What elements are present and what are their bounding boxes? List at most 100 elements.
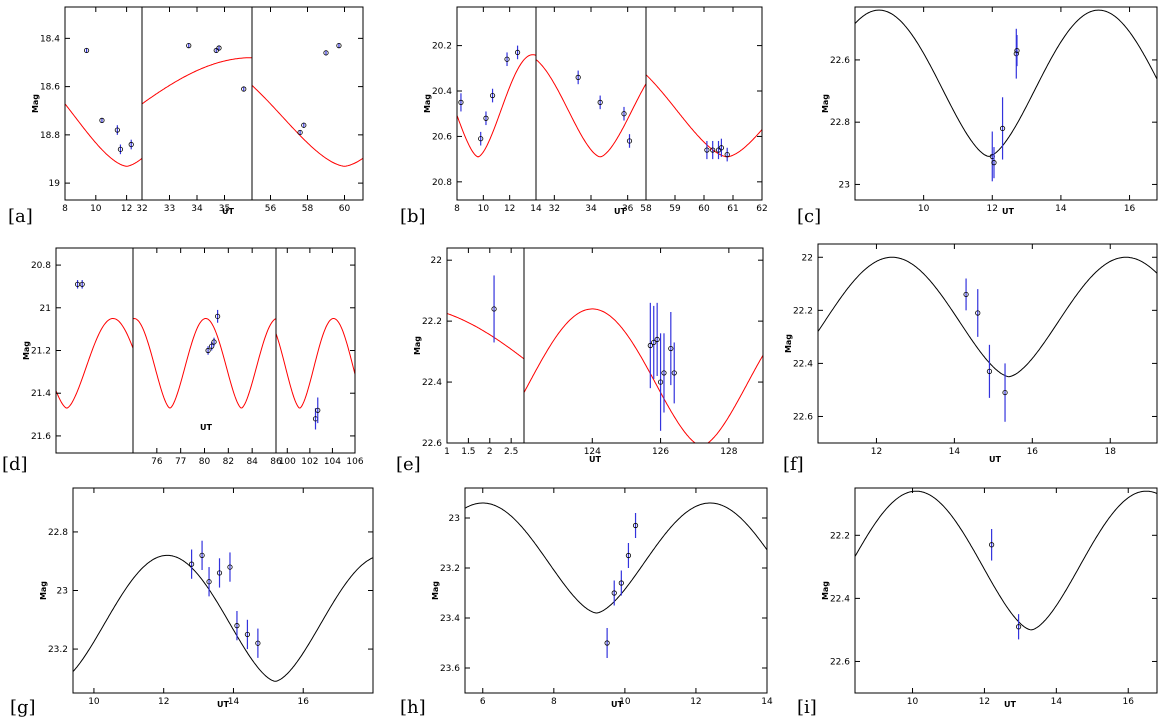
x-tick-label: 77: [175, 457, 186, 467]
plot-frame: [64, 6, 364, 201]
x-tick-label: 34: [585, 204, 597, 214]
panel-label: [b]: [400, 206, 426, 227]
y-axis-label: Mag: [22, 341, 31, 360]
x-tick-label: 60: [339, 204, 351, 214]
model-curve: [447, 313, 525, 360]
x-tick-label: 1.5: [461, 447, 475, 457]
data-point: [216, 45, 222, 51]
data-point: [128, 141, 134, 148]
y-tick-label: 20.8: [31, 261, 51, 271]
x-tick-label: 12: [158, 697, 169, 707]
x-tick-label: 10: [478, 204, 490, 214]
model-curve: [465, 502, 767, 614]
data-point: [491, 306, 497, 312]
y-tick-label: 21.2: [31, 347, 51, 357]
x-tick-label: 102: [301, 457, 318, 467]
model-curve: [275, 318, 355, 409]
x-tick-label: 104: [324, 457, 341, 467]
y-tick-label: 22: [802, 253, 813, 263]
data-point: [989, 542, 995, 548]
x-tick-label: 12: [121, 204, 132, 214]
x-tick-label: 2.5: [504, 447, 518, 457]
panel-g: 10 12 14 16 22.8 23 23.2 UT Mag [g]: [10, 487, 374, 718]
y-tick-label: 23.2: [48, 645, 68, 655]
data-point: [1015, 624, 1022, 630]
x-tick-label: 18: [1105, 447, 1117, 457]
x-tick-label: 12: [987, 204, 998, 214]
segment: [65, 47, 143, 167]
data-point: [478, 136, 484, 142]
data-point: [241, 86, 247, 92]
y-tick-label: 20.2: [432, 42, 452, 52]
data-point: [963, 291, 969, 298]
x-tick-label: 14: [1051, 697, 1063, 707]
panel-label: [i]: [797, 697, 817, 718]
y-tick-label: 22.2: [422, 317, 442, 327]
x-tick-label: 12: [979, 697, 990, 707]
data-point: [211, 339, 217, 345]
data-point: [604, 640, 610, 646]
segment: [73, 540, 373, 682]
y-tick-label: 22.4: [422, 378, 442, 388]
x-tick-label: 6: [480, 697, 486, 707]
x-axis-label: UT: [217, 700, 229, 709]
y-tick-label: 20.8: [432, 178, 452, 188]
x-tick-label: 16: [1027, 447, 1039, 457]
x-axis-label: UT: [200, 423, 212, 432]
model-curve: [523, 308, 763, 443]
x-axis-label: UT: [989, 455, 1001, 464]
data-point: [661, 370, 667, 376]
panel-label: [g]: [10, 697, 36, 718]
segment: [645, 74, 762, 162]
y-tick-label: 21.4: [31, 389, 51, 399]
data-point: [301, 122, 307, 128]
x-tick-label: 61: [727, 204, 738, 214]
y-axis-label: Mag: [784, 334, 793, 353]
x-tick-label: 16: [1124, 204, 1136, 214]
x-tick-label: 62: [756, 204, 767, 214]
plot-frame: [854, 487, 1158, 694]
data-point: [647, 342, 653, 349]
data-point: [315, 407, 321, 413]
x-tick-label: 10: [907, 697, 919, 707]
x-tick-label: 128: [720, 447, 737, 457]
segment: [535, 59, 647, 158]
segment: [523, 302, 763, 443]
data-point: [621, 111, 627, 117]
panel-label: [a]: [8, 206, 33, 227]
y-tick-label: 21.6: [31, 432, 51, 442]
model-curve: [457, 54, 537, 158]
data-point: [597, 99, 603, 105]
x-tick-label: 34: [191, 204, 203, 214]
x-tick-label: 14: [530, 204, 542, 214]
y-tick-label: 23: [839, 180, 850, 190]
x-tick-label: 16: [1123, 697, 1135, 707]
x-tick-label: 16: [298, 697, 310, 707]
x-axis-label: UT: [614, 207, 626, 216]
x-axis-label: UT: [589, 455, 601, 464]
data-point: [514, 49, 521, 56]
y-axis-label: Mag: [413, 336, 422, 355]
panel-i: 10 12 14 16 22.2 22.4 22.6 UT Mag [i]: [797, 487, 1158, 718]
panel-label: [d]: [2, 454, 28, 475]
segment: [447, 275, 525, 360]
y-tick-label: 23.4: [440, 614, 460, 624]
segment: [275, 318, 355, 430]
x-tick-label: 58: [302, 204, 314, 214]
x-tick-label: 14: [949, 447, 961, 457]
data-point: [626, 138, 633, 144]
data-point: [504, 56, 510, 62]
x-tick-label: 1: [444, 447, 450, 457]
y-tick-label: 20.4: [432, 87, 452, 97]
x-tick-label: 10: [88, 697, 100, 707]
x-axis-label: UT: [1002, 207, 1014, 216]
y-tick-label: 22.6: [793, 412, 813, 422]
data-point: [611, 590, 617, 596]
data-point: [186, 42, 192, 49]
plot-frame: [854, 6, 1158, 201]
y-axis-label: Mag: [423, 94, 432, 113]
data-point: [255, 640, 261, 646]
x-tick-label: 10: [90, 204, 102, 214]
data-point: [625, 552, 632, 559]
